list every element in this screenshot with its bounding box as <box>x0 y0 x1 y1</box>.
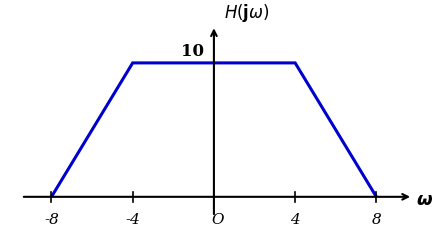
Text: $\boldsymbol{\omega}$: $\boldsymbol{\omega}$ <box>416 191 433 209</box>
Text: 10: 10 <box>181 43 204 60</box>
Text: -4: -4 <box>125 213 140 227</box>
Text: O: O <box>212 213 224 227</box>
Text: $H(\mathbf{j}\omega)$: $H(\mathbf{j}\omega)$ <box>224 2 270 24</box>
Text: 4: 4 <box>290 213 300 227</box>
Text: 8: 8 <box>371 213 381 227</box>
Text: -8: -8 <box>44 213 59 227</box>
